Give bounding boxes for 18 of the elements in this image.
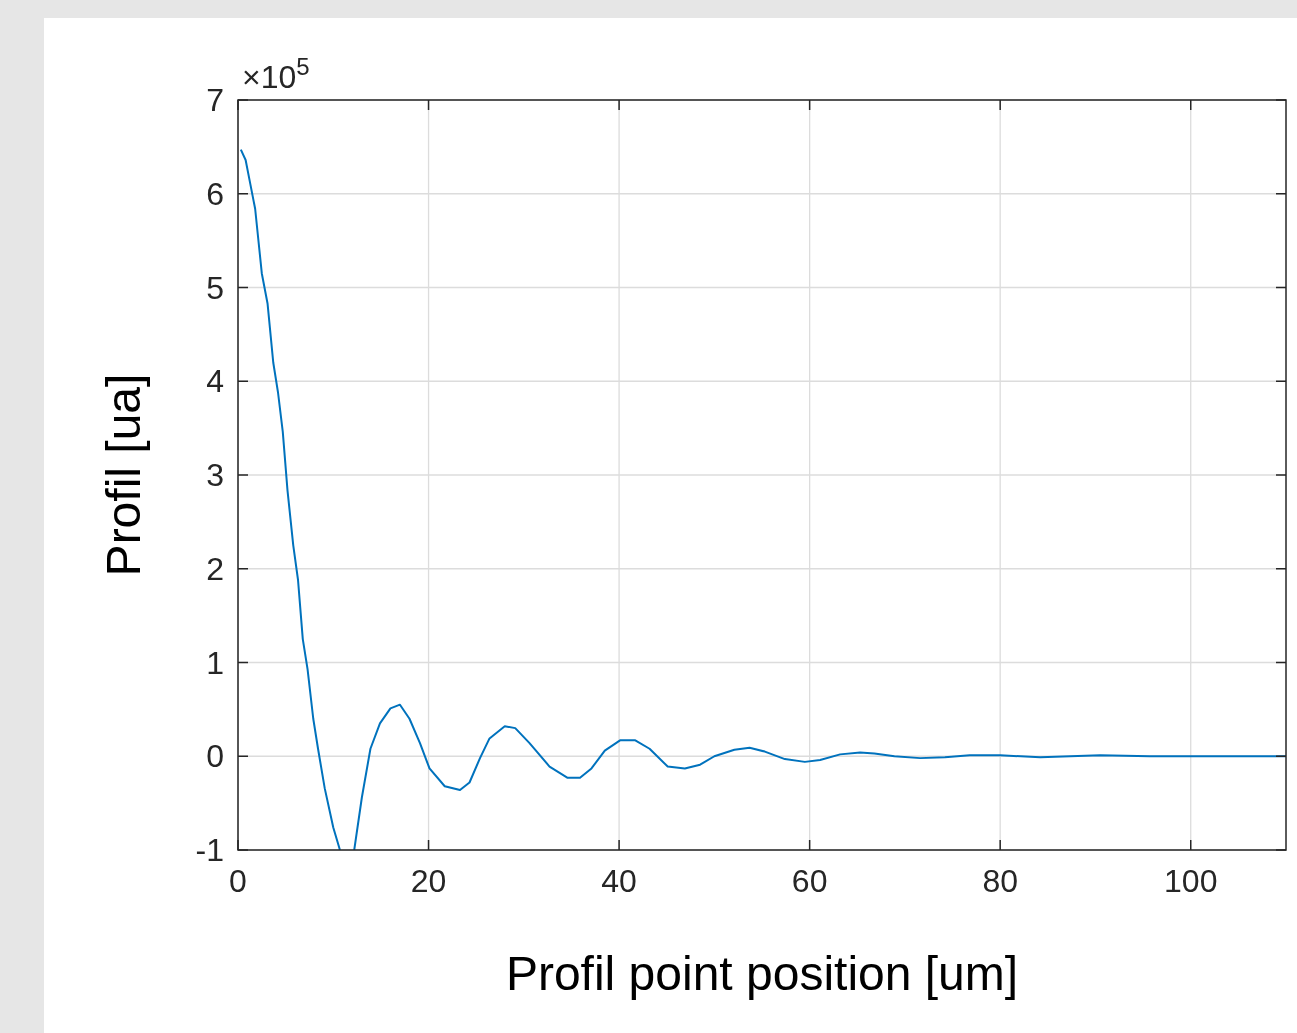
text: ×10$^{5}$ xyxy=(242,52,310,95)
x-tick-label: 40 xyxy=(601,863,637,899)
y-tick-label: -1 xyxy=(195,832,224,869)
y-tick-label: 3 xyxy=(206,457,224,494)
x-tick-label: 60 xyxy=(791,863,828,899)
x-axis-title: Profil point position [um] xyxy=(505,947,1019,1000)
x-tick-label: 100 xyxy=(1164,863,1218,899)
y-axis-title: Profil [ua] xyxy=(97,373,150,577)
y-tick-label: 1 xyxy=(206,644,224,681)
y-tick-label: 4 xyxy=(206,363,224,400)
y-tick-label: 5 xyxy=(206,269,224,306)
x-tick-label: 20 xyxy=(410,863,447,899)
x-tick-label: 80 xyxy=(982,863,1018,899)
y-tick-label: 7 xyxy=(206,82,224,119)
x-tick-label: 0 xyxy=(229,863,247,899)
y-tick-label: 6 xyxy=(206,175,224,212)
y-tick-label: 0 xyxy=(206,738,224,775)
y-tick-label: 2 xyxy=(206,550,224,587)
